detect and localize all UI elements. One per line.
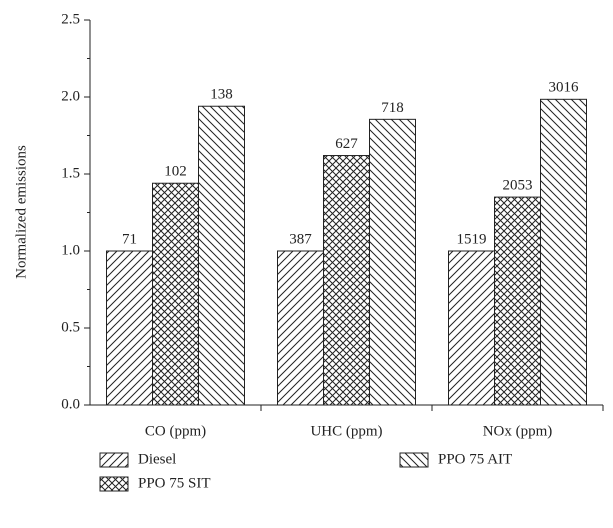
bar [277, 250, 324, 406]
legend-swatch [399, 452, 429, 468]
data-label: 627 [335, 136, 358, 152]
data-label: 71 [122, 231, 137, 247]
y-tick-label: 2.5 [61, 11, 80, 27]
y-tick-label: 0.0 [61, 396, 80, 412]
bar [198, 105, 245, 406]
bar [106, 250, 153, 406]
legend-label: PPO 75 SIT [138, 475, 211, 491]
x-tick-label: CO (ppm) [145, 423, 206, 439]
legend-swatch [99, 452, 129, 468]
data-label: 3016 [549, 80, 580, 96]
y-tick-label: 1.0 [61, 242, 80, 258]
bar [369, 118, 416, 406]
y-tick-label: 0.5 [61, 319, 80, 335]
legend-label: Diesel [138, 451, 176, 467]
data-label: 2053 [503, 178, 533, 194]
y-tick-label: 2.0 [61, 88, 80, 104]
data-label: 1519 [457, 231, 487, 247]
data-label: 387 [289, 231, 312, 247]
y-axis-label: Normalized emissions [13, 145, 29, 279]
bar [494, 196, 541, 406]
data-label: 138 [210, 87, 233, 103]
x-tick-label: UHC (ppm) [310, 423, 382, 439]
bar [448, 250, 495, 406]
bar [540, 98, 587, 406]
data-label: 718 [381, 100, 404, 116]
bar [323, 155, 370, 406]
legend-label: PPO 75 AIT [438, 451, 512, 467]
data-label: 102 [164, 164, 187, 180]
legend-swatch [99, 476, 129, 492]
y-tick-label: 1.5 [61, 165, 80, 181]
bar [152, 182, 199, 406]
x-tick-label: NOx (ppm) [483, 423, 553, 439]
